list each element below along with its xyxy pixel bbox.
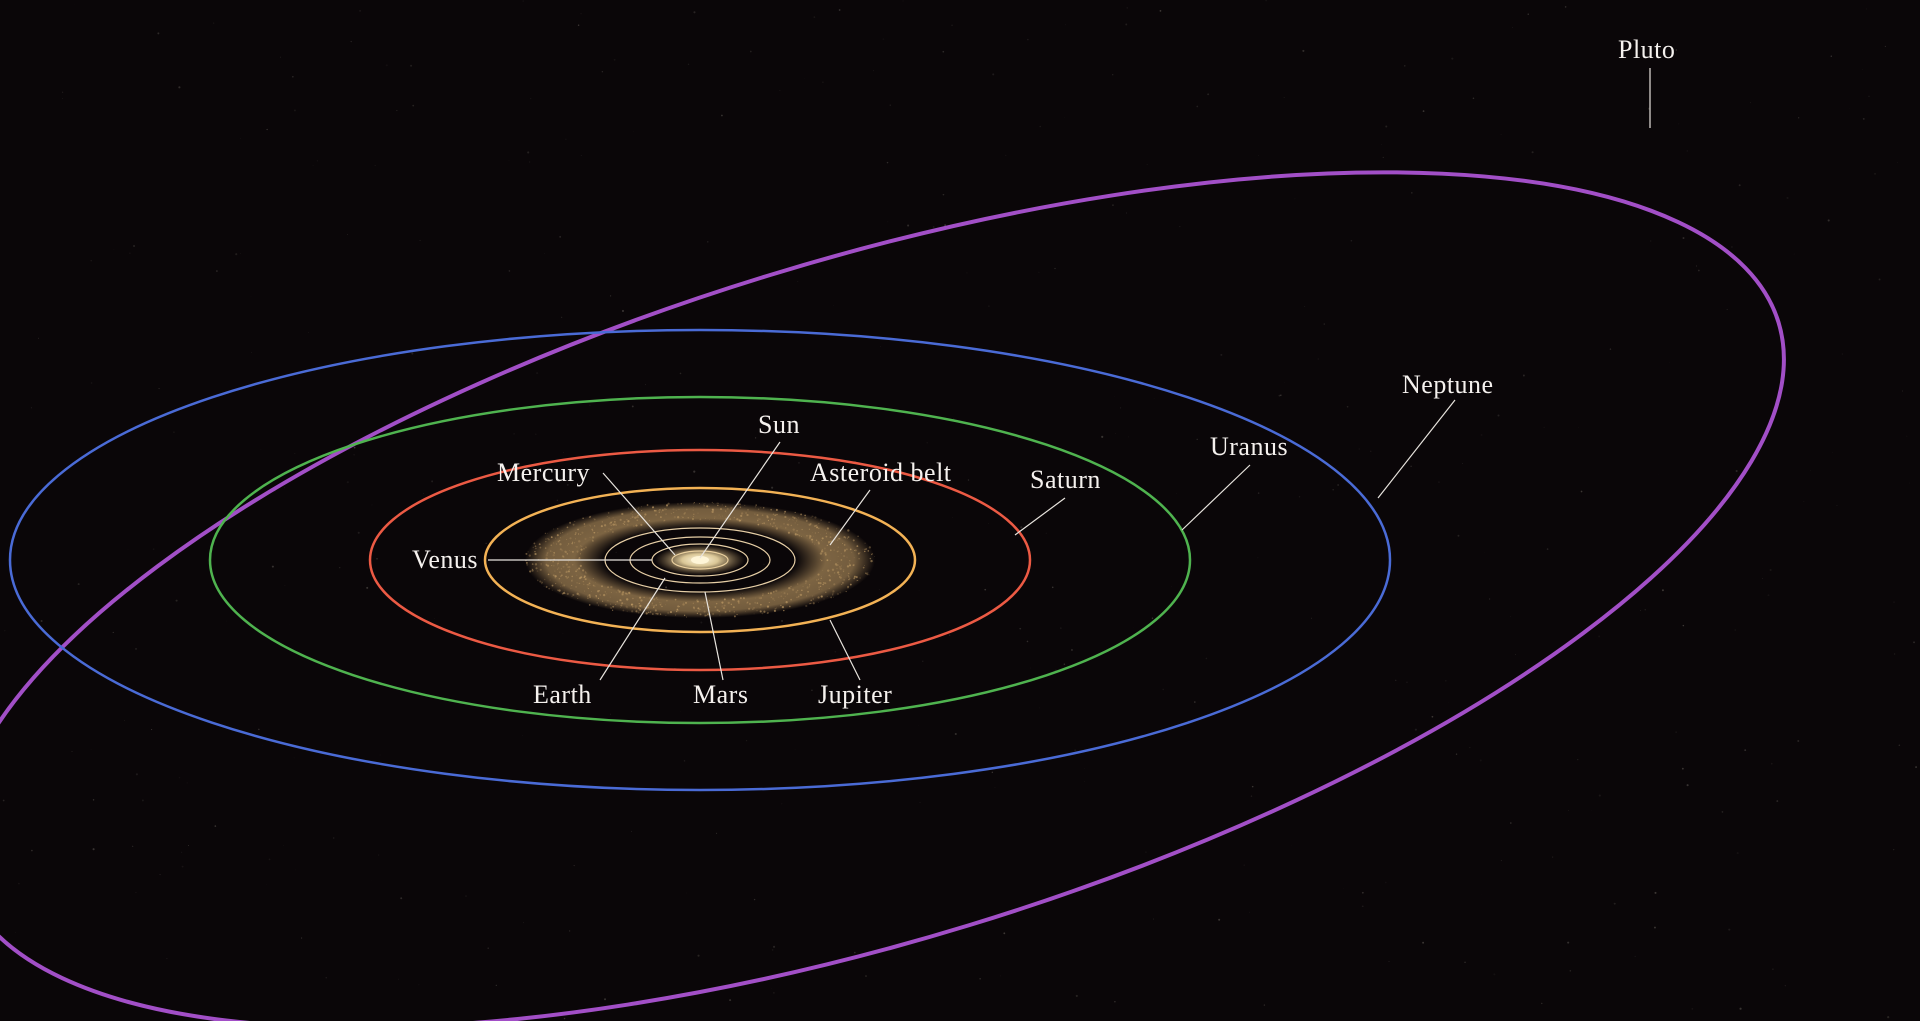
label-uranus: Uranus <box>1210 432 1288 462</box>
label-pluto: Pluto <box>1618 35 1675 65</box>
label-earth: Earth <box>533 680 592 710</box>
label-mercury: Mercury <box>497 458 590 488</box>
label-mars: Mars <box>693 680 748 710</box>
label-asteroid: Asteroid belt <box>810 458 952 488</box>
solar-system-diagram: Sun Mercury Venus Earth Mars Asteroid belt Jup… <box>0 0 1920 1021</box>
label-neptune: Neptune <box>1402 370 1494 400</box>
label-sun: Sun <box>758 410 800 440</box>
label-jupiter: Jupiter <box>818 680 892 710</box>
orbit-canvas <box>0 0 1920 1021</box>
orbit-pluto <box>0 0 1878 1021</box>
label-saturn: Saturn <box>1030 465 1101 495</box>
leader-uranus <box>1182 465 1250 530</box>
leader-saturn <box>1015 498 1065 535</box>
leader-neptune <box>1378 400 1455 498</box>
leader-jupiter <box>830 620 860 680</box>
label-venus: Venus <box>412 545 478 575</box>
